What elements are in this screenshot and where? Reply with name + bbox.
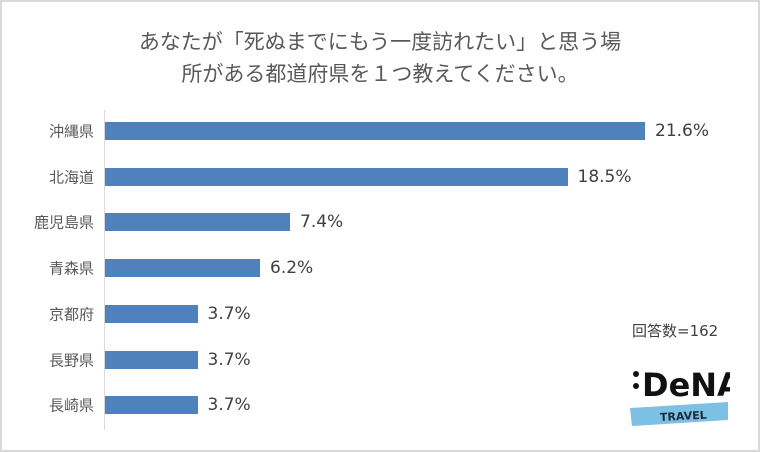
svg-text:DeNA: DeNA [642,366,730,404]
bar [105,213,290,232]
data-label: 3.7% [207,303,251,324]
category-label: 沖縄県 [48,122,94,141]
bar [105,122,645,140]
category-label: 長野県 [48,351,94,369]
bar [105,396,198,415]
y-axis-line [104,110,105,430]
dena-travel-logo: DeNA TRAVEL [630,366,730,426]
category-label: 北海道 [48,168,94,187]
data-label: 7.4% [300,212,344,233]
bar [105,167,568,186]
data-label: 6.2% [270,258,314,279]
bar [105,259,260,278]
bar [105,350,198,369]
bar [105,304,198,323]
data-label: 18.5% [577,166,632,187]
chart-title-line-1: あなたが「死ぬまでにもう一度訪れたい」と思う場 [138,30,622,54]
svg-text:TRAVEL: TRAVEL [660,409,707,424]
category-label: 長崎県 [48,396,94,415]
category-label: 鹿児島県 [33,213,94,232]
data-label: 3.7% [207,349,251,370]
data-label: 3.7% [207,395,251,416]
category-label: 青森県 [48,259,94,278]
data-label: 21.6% [655,121,710,141]
chart-title-line-2: 所がある都道府県を１つ教えてください。 [181,62,579,86]
respondent-count: 回答数=162 [632,322,719,340]
category-label: 京都府 [48,305,94,324]
